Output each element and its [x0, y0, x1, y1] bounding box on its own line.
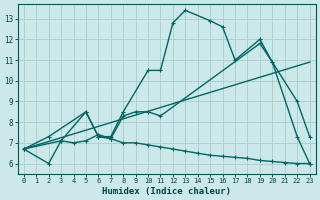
X-axis label: Humidex (Indice chaleur): Humidex (Indice chaleur) — [102, 187, 231, 196]
